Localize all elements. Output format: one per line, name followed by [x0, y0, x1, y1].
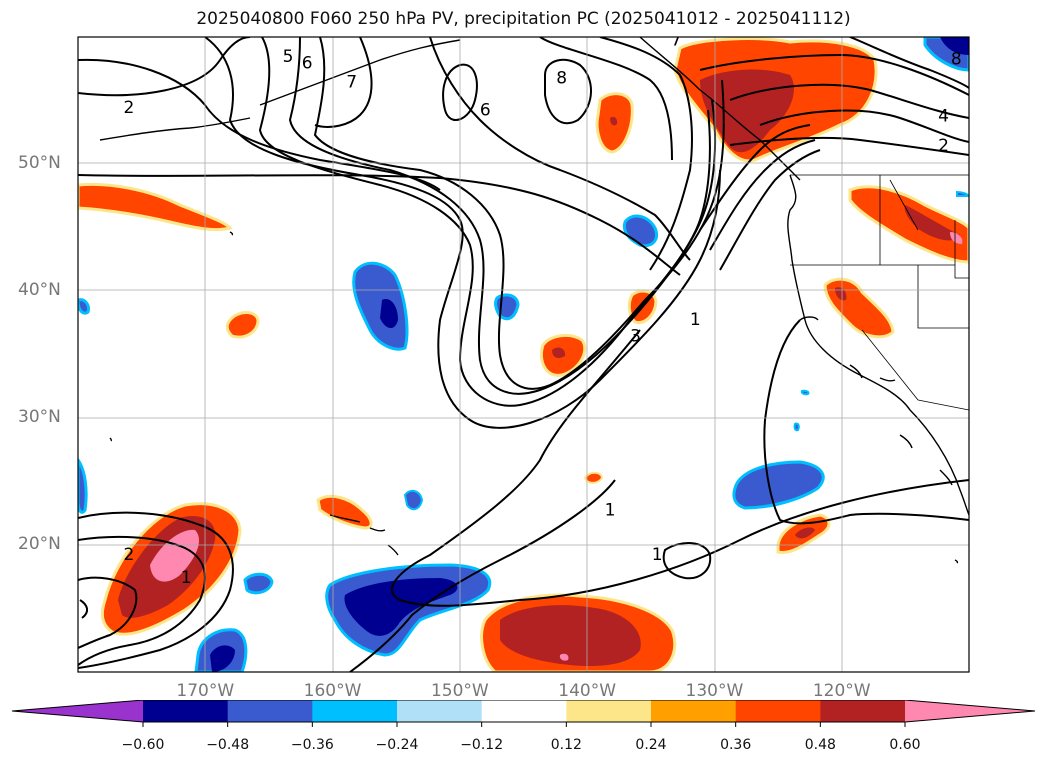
lon-tick-label: 170°W: [176, 681, 235, 701]
contour-label: 1: [605, 500, 616, 520]
contour-label: 1: [181, 568, 192, 588]
colorbar-segment: [481, 700, 567, 722]
colorbar-ticks: [142, 722, 906, 727]
contour-label: 1: [652, 545, 663, 565]
contour-label: 2: [938, 136, 949, 156]
lat-tick-label: 20°N: [18, 534, 61, 554]
colorbar-segment: [227, 700, 313, 722]
lon-tick-label: 130°W: [685, 681, 744, 701]
contour-label: 3: [630, 326, 641, 346]
map-frame: [77, 36, 970, 673]
lon-tick-label: 120°W: [812, 681, 871, 701]
gridlines: [78, 37, 969, 672]
contour-label: 6: [302, 53, 313, 73]
contour-label: 5: [283, 47, 294, 67]
colorbar-outline: [11, 700, 1036, 723]
colorbar-segment: [12, 700, 143, 722]
colorbar-segment: [397, 700, 483, 722]
colorbar-segment: [905, 700, 1035, 722]
colorbar-tick-label: −0.24: [375, 737, 419, 753]
lon-tick-label: 160°W: [303, 681, 362, 701]
colorbar-segment: [312, 700, 398, 722]
lon-tick-label: 140°W: [558, 681, 617, 701]
colorbar-segments: [12, 700, 1035, 722]
colorbar-tick-label: −0.48: [206, 737, 250, 753]
colorbar-tick-label: 0.48: [804, 737, 836, 753]
lat-tick-label: 40°N: [18, 280, 61, 300]
colorbar-segment: [820, 700, 906, 722]
contour-label: 8: [556, 69, 567, 89]
colorbar-tick-label: 0.24: [635, 737, 667, 753]
colorbar-segment: [143, 700, 229, 722]
coastlines: [99, 37, 969, 564]
colorbar-tick-label: −0.12: [460, 737, 504, 753]
contour-label: 8: [951, 50, 962, 70]
lat-tick-label: 30°N: [18, 407, 61, 427]
colorbar-tick-label: −0.36: [290, 737, 334, 753]
colorbar-segment: [735, 700, 821, 722]
colorbar-segment: [566, 700, 652, 722]
contour-label: 6: [480, 100, 491, 120]
colorbar-tick-label: 0.60: [889, 737, 921, 753]
state-borders: [790, 174, 969, 411]
colorbar-segment: [651, 700, 737, 722]
figure-title: 2025040800 F060 250 hPa PV, precipitatio…: [196, 9, 851, 29]
pv-contours: [78, 37, 969, 672]
contour-label: 1: [690, 310, 701, 330]
colorbar-tick-label: 0.12: [550, 737, 582, 753]
contour-label: 2: [124, 98, 135, 118]
lat-tick-label: 50°N: [18, 153, 61, 173]
contour-label: 7: [346, 72, 357, 92]
colorbar-tick-label: −0.60: [121, 737, 165, 753]
lon-tick-label: 150°W: [430, 681, 489, 701]
contour-label: 7: [671, 31, 682, 51]
colorbar: [11, 700, 1036, 727]
contour-label: 2: [124, 545, 135, 565]
colorbar-tick-label: 0.36: [720, 737, 752, 753]
contour-label: 4: [938, 107, 949, 127]
